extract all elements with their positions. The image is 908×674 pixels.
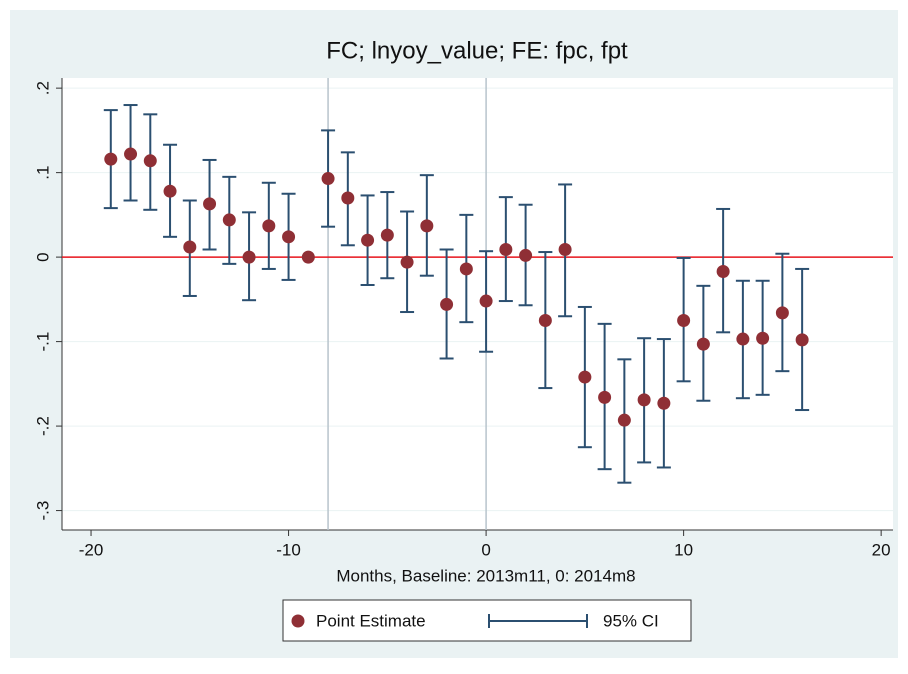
point [420,219,434,233]
point [143,154,157,168]
point [262,219,276,233]
point [519,248,533,262]
x-axis-label: Months, Baseline: 2013m11, 0: 2014m8 [336,566,635,585]
point [657,396,671,410]
legend-label: 95% CI [603,611,659,630]
x-tick-label: -10 [276,540,301,559]
point [222,213,236,227]
point [459,262,473,276]
point [795,333,809,347]
point [163,184,177,198]
point [598,390,612,404]
y-tick-label: 0 [33,252,52,261]
y-tick-label: .1 [33,166,52,180]
y-tick-label: -.2 [33,416,52,436]
point [479,294,493,308]
x-tick-label: -20 [79,540,104,559]
point [124,147,138,161]
point [538,313,552,327]
point [578,370,592,384]
point [499,243,513,257]
x-tick-label: 20 [872,540,891,559]
point [361,233,375,247]
point [341,191,355,205]
x-tick-label: 10 [674,540,693,559]
point [440,297,454,311]
chart-title: FC; lnyoy_value; FE: fpc, fpt [326,37,628,64]
y-tick-label: -.1 [33,332,52,352]
legend [282,599,692,642]
legend-label: Point Estimate [316,611,426,630]
point [242,250,256,264]
x-tick-label: 0 [481,540,490,559]
point [380,228,394,242]
point [203,197,217,211]
point [558,243,572,257]
point [301,250,315,264]
point [696,337,710,351]
point [104,152,118,166]
point [400,255,414,269]
point [677,313,691,327]
point [716,264,730,278]
plot-area [62,78,893,530]
point [756,331,770,345]
y-tick-label: -.3 [33,501,52,521]
point [321,172,335,186]
point [183,240,197,254]
point [637,393,651,407]
point [282,230,296,244]
point [775,306,789,320]
legend-marker [291,614,305,628]
y-tick-label: .2 [33,81,52,95]
point [736,332,750,346]
point [617,413,631,427]
